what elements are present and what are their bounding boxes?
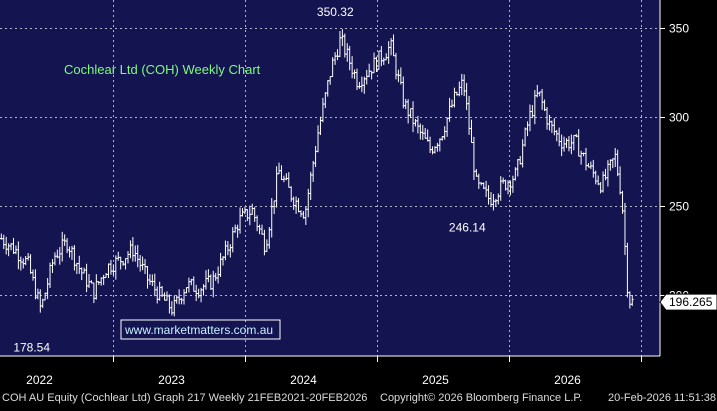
y-tick-label: 250 [669, 199, 689, 213]
ohlc-bar [630, 295, 634, 306]
current-price-label: 196.265 [669, 295, 713, 309]
price-annotation: 178.54 [13, 341, 50, 355]
ohlc-bars [0, 29, 634, 317]
watermark-text: www.marketmatters.com.au [124, 323, 273, 337]
x-tick-label: 2026 [554, 373, 581, 387]
footer-copyright: Copyright© 2026 Bloomberg Finance L.P. [380, 392, 582, 404]
x-tick-label: 2025 [422, 373, 449, 387]
y-tick-label: 300 [669, 110, 689, 124]
x-tick-label: 2024 [290, 373, 317, 387]
x-axis: 2022 2023 2024 2025 2026 [0, 355, 660, 387]
price-annotation: 246.14 [449, 220, 486, 234]
grid-lines [0, 0, 660, 356]
footer-timestamp: 20-Feb-2026 11:51:38 [608, 392, 716, 404]
y-tick-label: 350 [669, 21, 689, 35]
watermark-box [120, 319, 281, 340]
chart-title: Cochlear Ltd (COH) Weekly Chart [64, 62, 261, 77]
x-tick-label: 2023 [158, 373, 185, 387]
footer-left: COH AU Equity (Cochlear Ltd) Graph 217 W… [2, 392, 367, 404]
y-axis: 200250300350196.265 [659, 0, 717, 356]
current-price-tag [659, 293, 717, 311]
price-annotation: 350.32 [317, 5, 354, 19]
x-tick-label: 2022 [26, 373, 53, 387]
annotations: 350.32 246.14 178.54 [13, 5, 486, 355]
plot-background [0, 0, 660, 356]
